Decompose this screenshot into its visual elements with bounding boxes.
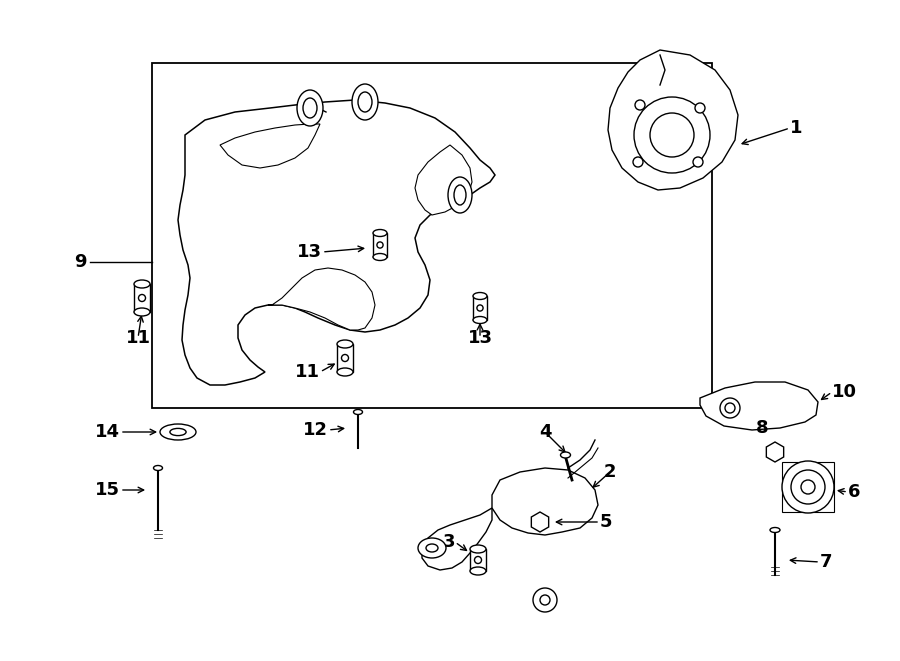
Circle shape bbox=[634, 97, 710, 173]
Text: 12: 12 bbox=[303, 421, 328, 439]
Ellipse shape bbox=[352, 84, 378, 120]
Circle shape bbox=[540, 595, 550, 605]
Circle shape bbox=[782, 461, 834, 513]
Ellipse shape bbox=[134, 308, 150, 316]
Text: 10: 10 bbox=[832, 383, 857, 401]
Text: 8: 8 bbox=[756, 419, 769, 437]
Circle shape bbox=[633, 157, 643, 167]
Polygon shape bbox=[415, 145, 472, 215]
Bar bbox=[470, 549, 486, 571]
Polygon shape bbox=[700, 382, 818, 430]
Circle shape bbox=[533, 588, 557, 612]
Text: 4: 4 bbox=[539, 423, 551, 441]
Text: 5: 5 bbox=[600, 513, 613, 531]
Circle shape bbox=[791, 470, 825, 504]
Circle shape bbox=[695, 103, 705, 113]
Ellipse shape bbox=[303, 98, 317, 118]
Circle shape bbox=[377, 242, 383, 248]
Ellipse shape bbox=[373, 229, 387, 237]
Ellipse shape bbox=[770, 527, 780, 533]
Bar bbox=[337, 344, 353, 372]
Ellipse shape bbox=[160, 424, 196, 440]
Text: 1: 1 bbox=[790, 119, 803, 137]
Ellipse shape bbox=[418, 538, 446, 558]
Bar bbox=[373, 233, 387, 257]
Ellipse shape bbox=[337, 340, 353, 348]
Text: 3: 3 bbox=[443, 533, 455, 551]
Bar bbox=[152, 63, 712, 408]
Circle shape bbox=[635, 100, 645, 110]
Text: 15: 15 bbox=[95, 481, 120, 499]
Text: 11: 11 bbox=[125, 329, 150, 347]
Circle shape bbox=[139, 295, 146, 301]
Bar bbox=[134, 284, 150, 312]
Ellipse shape bbox=[358, 92, 372, 112]
Ellipse shape bbox=[354, 410, 363, 414]
Ellipse shape bbox=[470, 567, 486, 575]
Polygon shape bbox=[422, 508, 492, 570]
Circle shape bbox=[725, 403, 735, 413]
Ellipse shape bbox=[134, 280, 150, 288]
Circle shape bbox=[477, 305, 483, 311]
Text: 13: 13 bbox=[297, 243, 322, 261]
Ellipse shape bbox=[154, 465, 163, 471]
Bar bbox=[473, 296, 487, 320]
Polygon shape bbox=[492, 468, 598, 535]
Polygon shape bbox=[178, 100, 495, 385]
Polygon shape bbox=[268, 268, 375, 330]
Text: 13: 13 bbox=[467, 329, 492, 347]
Text: 14: 14 bbox=[95, 423, 120, 441]
Ellipse shape bbox=[473, 317, 487, 323]
Circle shape bbox=[650, 113, 694, 157]
Circle shape bbox=[474, 557, 482, 564]
Polygon shape bbox=[608, 50, 738, 190]
Ellipse shape bbox=[448, 177, 472, 213]
Ellipse shape bbox=[426, 544, 438, 552]
Ellipse shape bbox=[337, 368, 353, 376]
Circle shape bbox=[341, 354, 348, 362]
Polygon shape bbox=[220, 124, 320, 168]
Text: 9: 9 bbox=[74, 253, 86, 271]
Circle shape bbox=[720, 398, 740, 418]
Circle shape bbox=[693, 157, 703, 167]
Text: 2: 2 bbox=[604, 463, 617, 481]
Ellipse shape bbox=[170, 428, 186, 436]
Ellipse shape bbox=[470, 545, 486, 553]
Ellipse shape bbox=[297, 90, 323, 126]
Text: 6: 6 bbox=[848, 483, 860, 501]
Ellipse shape bbox=[454, 185, 466, 205]
Text: 7: 7 bbox=[820, 553, 832, 571]
Ellipse shape bbox=[561, 452, 571, 458]
Ellipse shape bbox=[373, 254, 387, 260]
Circle shape bbox=[801, 480, 815, 494]
Text: 11: 11 bbox=[295, 363, 320, 381]
Ellipse shape bbox=[473, 293, 487, 299]
